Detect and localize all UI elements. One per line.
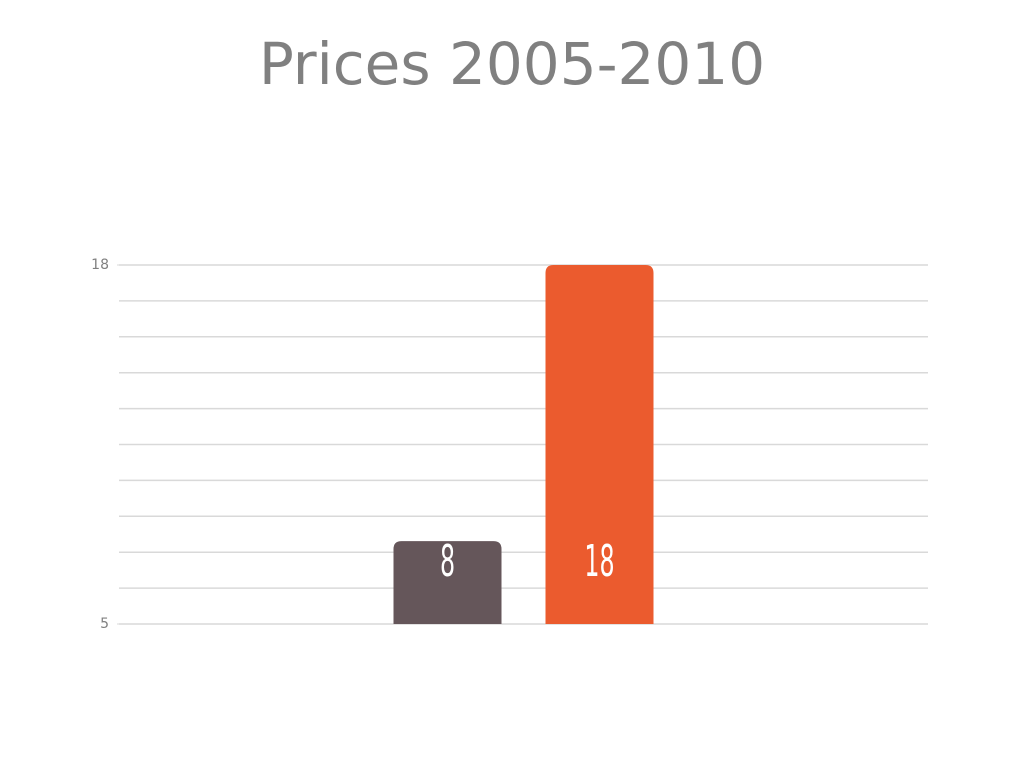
bar xyxy=(545,265,654,624)
y-tick-label: 5 xyxy=(100,616,109,632)
bar xyxy=(393,541,502,624)
data-label: 8 xyxy=(440,535,455,587)
chart-title: Prices 2005-2010 xyxy=(259,30,765,98)
data-label: 18 xyxy=(584,535,614,587)
y-tick-label: 18 xyxy=(91,257,109,273)
